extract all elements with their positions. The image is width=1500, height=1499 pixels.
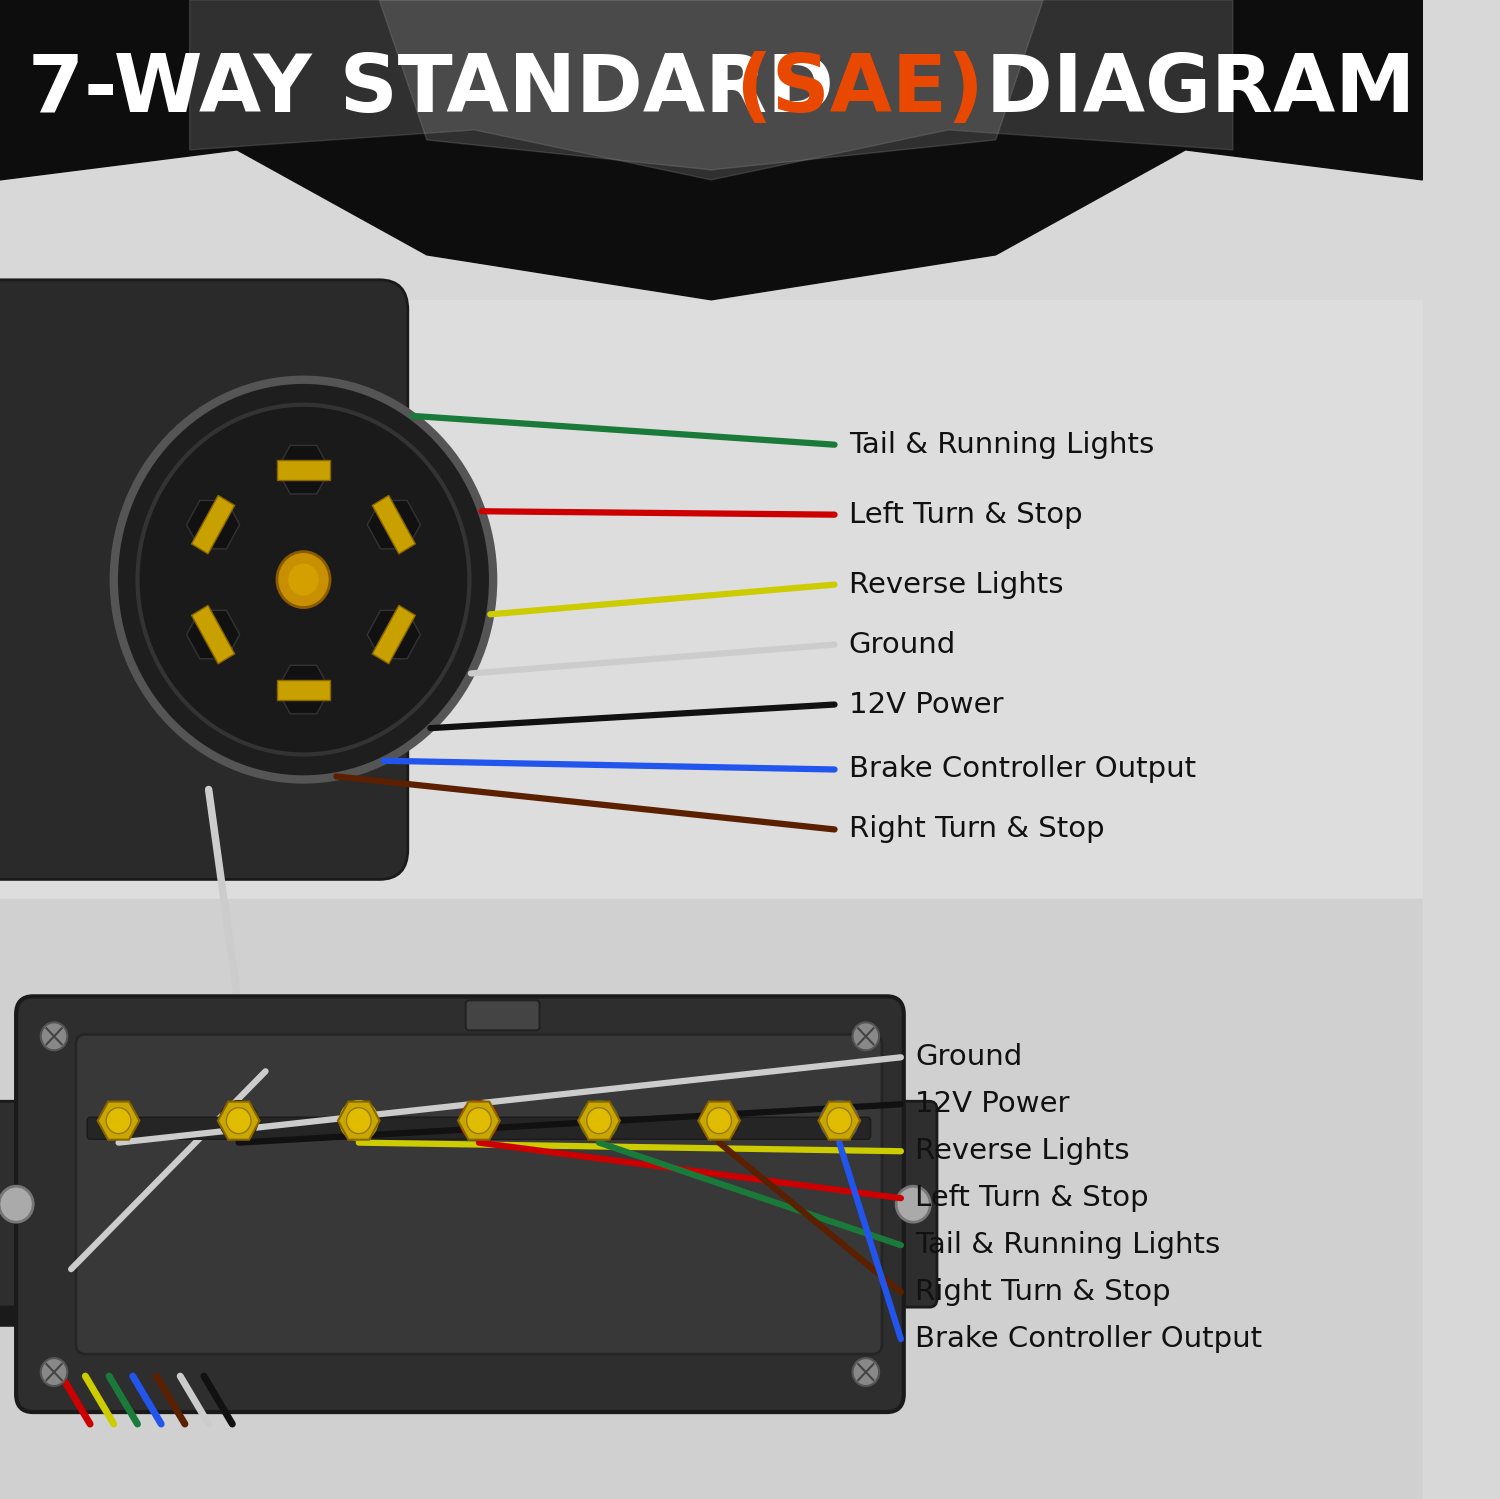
Circle shape: [106, 1108, 130, 1133]
Circle shape: [346, 1108, 370, 1133]
Text: Reverse Lights: Reverse Lights: [849, 571, 1064, 598]
Text: 12V Power: 12V Power: [915, 1090, 1070, 1118]
Polygon shape: [578, 1102, 620, 1139]
Polygon shape: [819, 1102, 860, 1139]
Text: 12V Power: 12V Power: [849, 691, 1004, 718]
Text: (SAE): (SAE): [735, 51, 984, 129]
Polygon shape: [458, 1102, 500, 1139]
Polygon shape: [699, 1102, 740, 1139]
Polygon shape: [278, 666, 330, 714]
FancyBboxPatch shape: [76, 1034, 882, 1354]
FancyBboxPatch shape: [465, 1000, 540, 1030]
FancyBboxPatch shape: [0, 1102, 51, 1307]
Text: Brake Controller Output: Brake Controller Output: [915, 1325, 1263, 1354]
Text: Right Turn & Stop: Right Turn & Stop: [915, 1279, 1172, 1306]
Polygon shape: [192, 496, 234, 553]
Circle shape: [278, 552, 330, 607]
Polygon shape: [186, 501, 240, 549]
Polygon shape: [372, 496, 416, 553]
Text: Reverse Lights: Reverse Lights: [915, 1138, 1130, 1165]
Circle shape: [0, 1186, 33, 1222]
Polygon shape: [278, 445, 330, 493]
Circle shape: [827, 1108, 852, 1133]
Circle shape: [40, 1022, 68, 1051]
Polygon shape: [186, 610, 240, 658]
Circle shape: [896, 1186, 930, 1222]
Circle shape: [852, 1022, 879, 1051]
Polygon shape: [0, 300, 1422, 899]
Polygon shape: [368, 501, 420, 549]
Circle shape: [40, 1358, 68, 1387]
Circle shape: [586, 1108, 612, 1133]
Text: 7-WAY STANDARD: 7-WAY STANDARD: [28, 51, 862, 129]
FancyBboxPatch shape: [87, 1117, 870, 1139]
Text: Tail & Running Lights: Tail & Running Lights: [849, 430, 1154, 459]
Polygon shape: [0, 0, 1422, 300]
Polygon shape: [0, 899, 1422, 1499]
Circle shape: [114, 379, 494, 779]
Polygon shape: [380, 0, 1042, 169]
Polygon shape: [217, 1102, 259, 1139]
Polygon shape: [372, 606, 416, 664]
Text: DIAGRAM: DIAGRAM: [958, 51, 1414, 129]
Circle shape: [706, 1108, 732, 1133]
Text: Ground: Ground: [849, 631, 956, 658]
Circle shape: [852, 1358, 879, 1387]
Text: Ground: Ground: [915, 1043, 1023, 1072]
Polygon shape: [338, 1102, 380, 1139]
Text: Left Turn & Stop: Left Turn & Stop: [915, 1184, 1149, 1213]
Polygon shape: [278, 460, 330, 480]
Polygon shape: [98, 1102, 140, 1139]
Text: Left Turn & Stop: Left Turn & Stop: [849, 501, 1083, 529]
Text: Tail & Running Lights: Tail & Running Lights: [915, 1231, 1221, 1259]
Polygon shape: [278, 679, 330, 700]
Circle shape: [288, 564, 318, 595]
FancyBboxPatch shape: [16, 997, 904, 1412]
FancyBboxPatch shape: [870, 1102, 938, 1307]
Polygon shape: [192, 606, 234, 664]
Text: Right Turn & Stop: Right Turn & Stop: [849, 815, 1104, 844]
Circle shape: [466, 1108, 490, 1133]
Text: Brake Controller Output: Brake Controller Output: [849, 755, 1196, 784]
Polygon shape: [368, 610, 420, 658]
Polygon shape: [189, 0, 1233, 180]
Circle shape: [226, 1108, 251, 1133]
FancyBboxPatch shape: [0, 280, 408, 880]
Circle shape: [138, 405, 470, 754]
